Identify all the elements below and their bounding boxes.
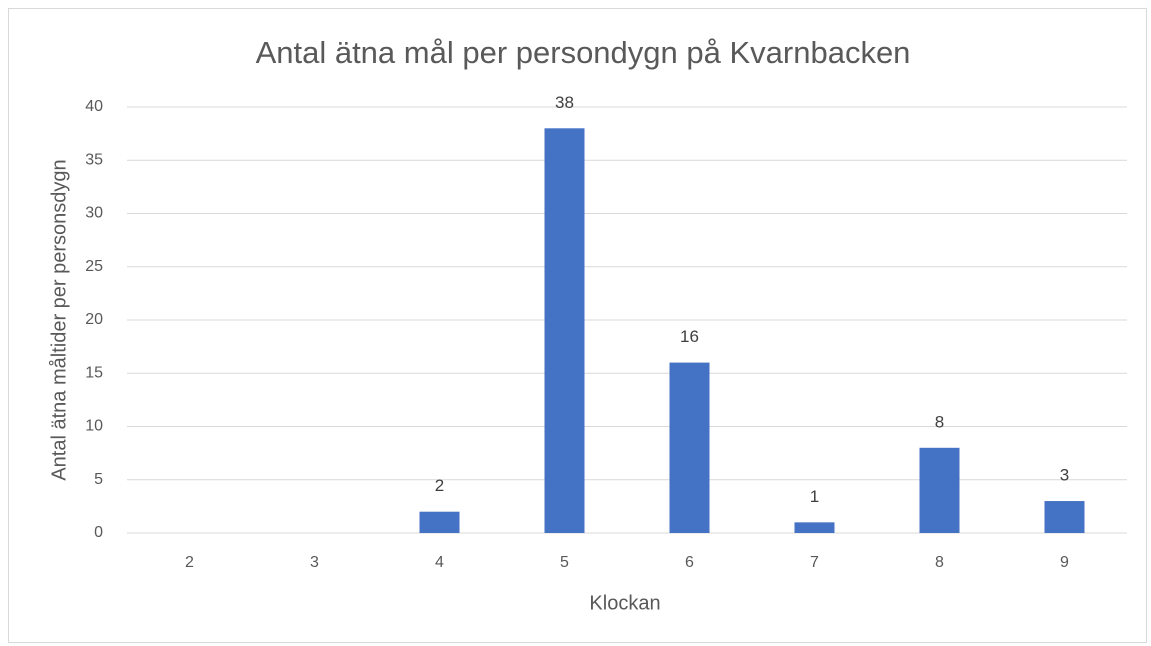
x-tick-label: 6 [685, 554, 694, 571]
y-axis-title: Antal ätna måltider per personsdygn [48, 159, 70, 480]
bar [669, 362, 710, 533]
data-label: 1 [810, 487, 819, 506]
bar [794, 522, 835, 533]
bar [919, 447, 960, 533]
x-tick-label: 9 [1060, 554, 1069, 571]
y-tick-label: 30 [85, 205, 103, 222]
bar [1044, 501, 1085, 533]
x-tick-label: 4 [435, 554, 444, 571]
y-tick-label: 25 [85, 258, 103, 275]
x-tick-label: 2 [185, 554, 194, 571]
x-tick-label: 7 [810, 554, 819, 571]
data-label: 16 [680, 327, 699, 346]
data-label: 38 [555, 93, 574, 112]
data-label: 8 [935, 412, 944, 431]
chart-title: Antal ätna mål per persondygn på Kvarnba… [256, 35, 911, 70]
y-tick-label: 10 [85, 418, 103, 435]
y-tick-label: 20 [85, 311, 103, 328]
y-tick-label: 0 [94, 524, 103, 541]
x-tick-label: 5 [560, 554, 569, 571]
y-tick-label: 40 [85, 98, 103, 115]
x-tick-label: 3 [310, 554, 319, 571]
data-label: 3 [1060, 466, 1069, 485]
x-tick-label: 8 [935, 554, 944, 571]
bar [544, 128, 585, 534]
y-tick-label: 15 [85, 364, 103, 381]
y-tick-label: 35 [85, 151, 103, 168]
y-tick-label: 5 [94, 471, 103, 488]
bar [419, 511, 460, 533]
data-label: 2 [435, 476, 444, 495]
x-axis-title: Klockan [589, 592, 660, 614]
